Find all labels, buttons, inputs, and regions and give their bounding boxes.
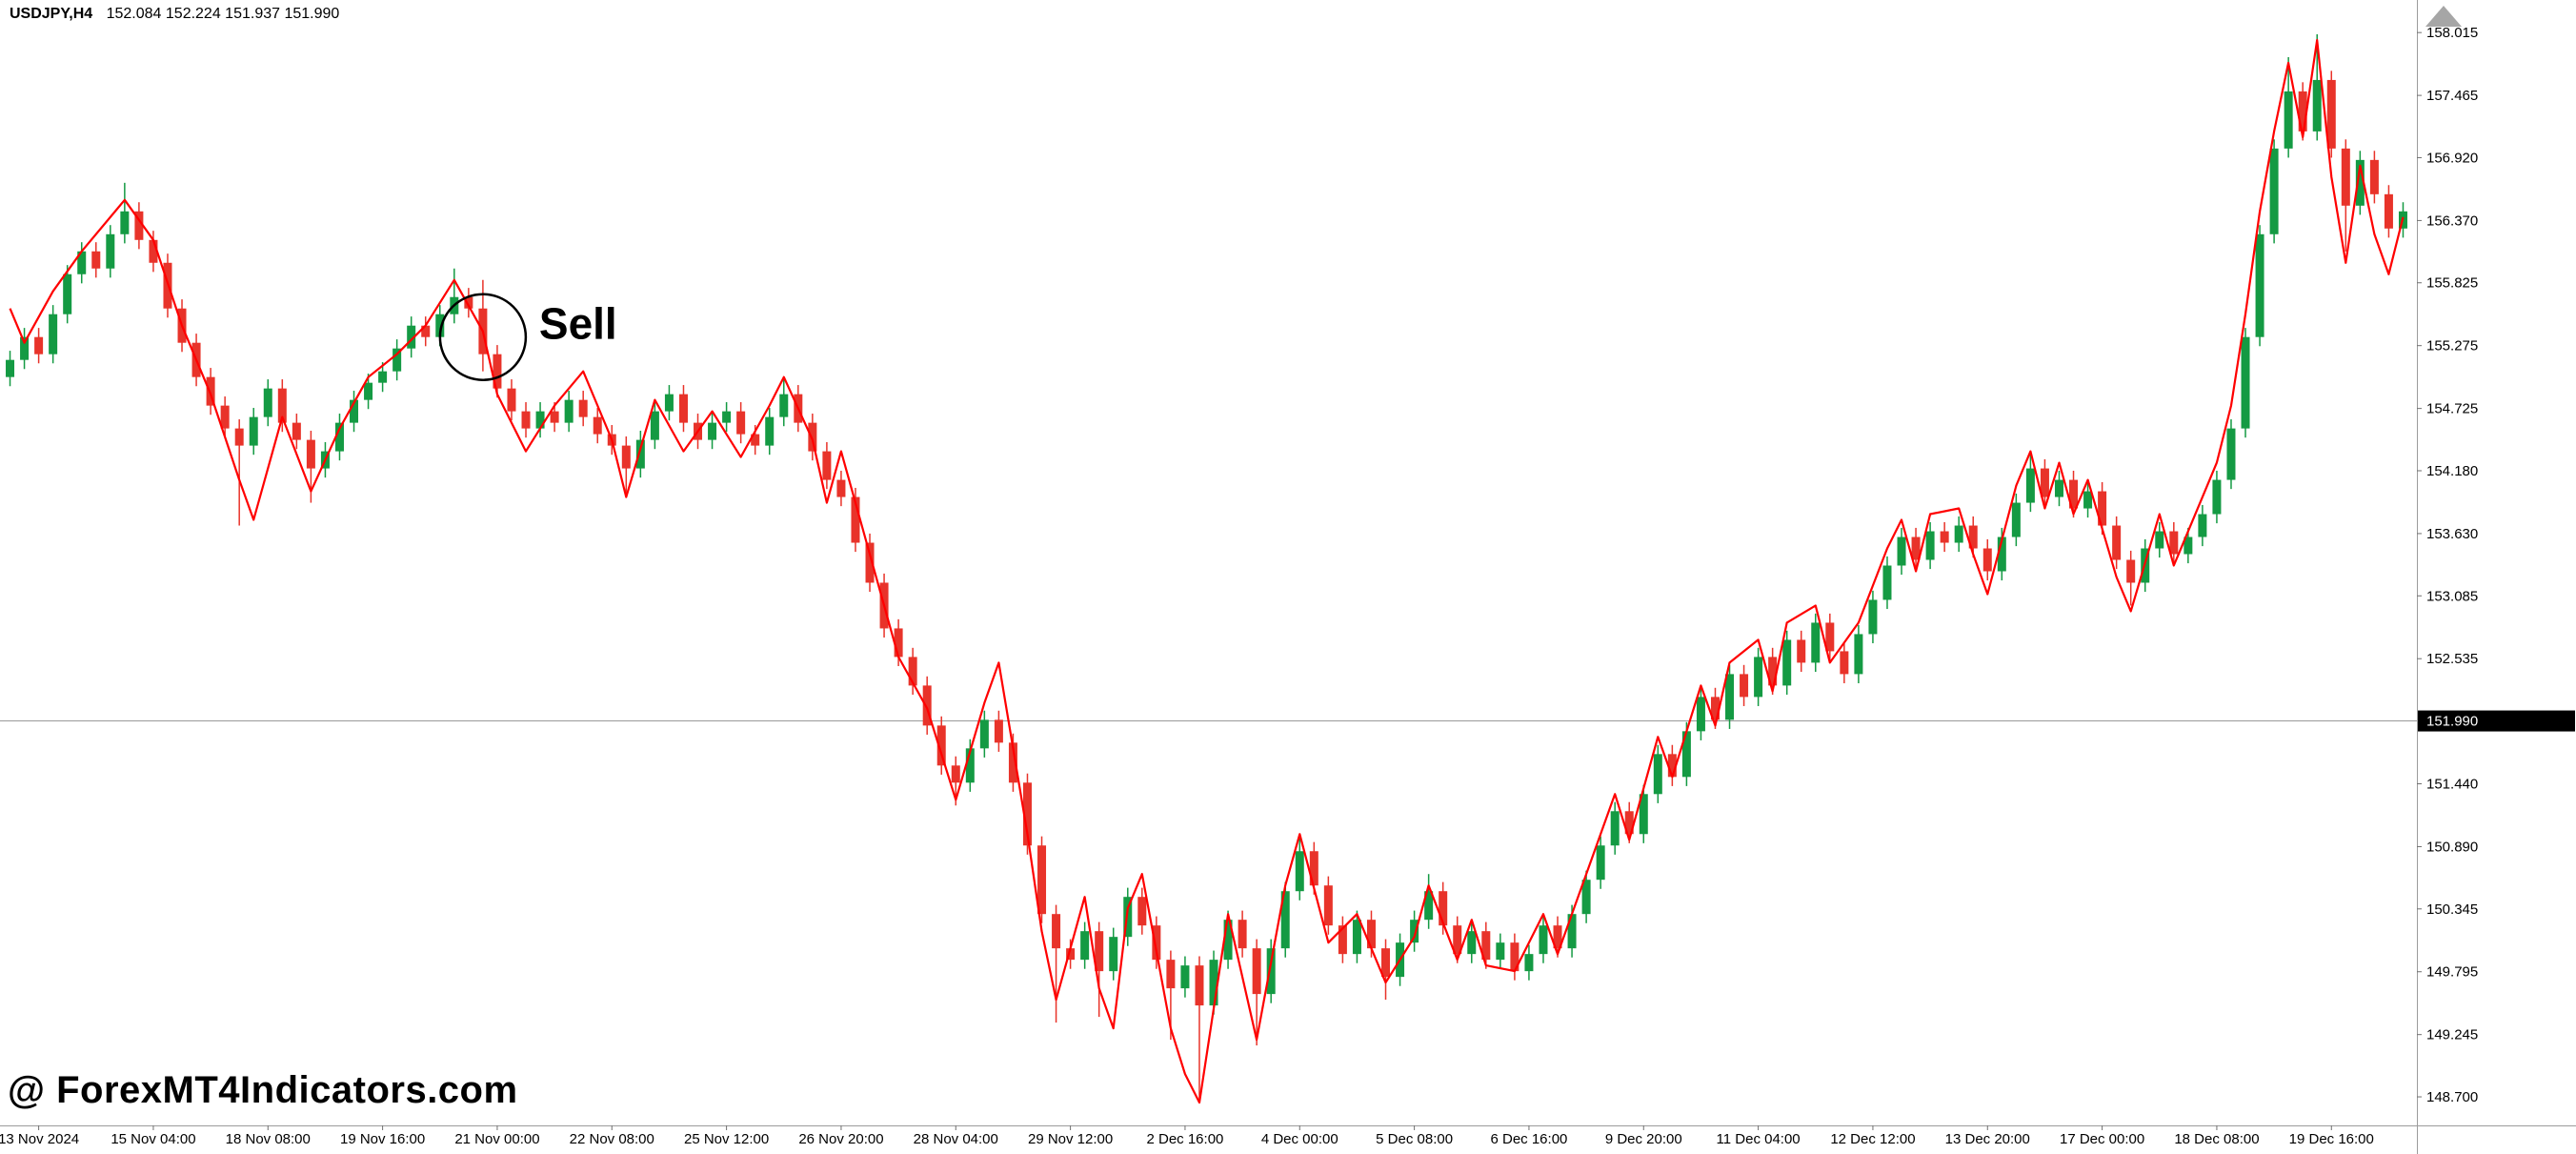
chart-plot-area[interactable] [0, 0, 2417, 1125]
price-axis-label: 154.180 [2426, 463, 2478, 479]
price-axis-label: 156.370 [2426, 213, 2478, 229]
time-axis-label: 19 Dec 16:00 [2289, 1131, 2374, 1147]
time-axis-label: 12 Dec 12:00 [1830, 1131, 1915, 1147]
time-axis-label: 25 Nov 12:00 [684, 1131, 769, 1147]
price-axis-label: 152.535 [2426, 651, 2478, 667]
price-axis-label: 156.920 [2426, 150, 2478, 166]
time-axis[interactable]: 13 Nov 2024 15 Nov 04:00 18 Nov 08:00 19 No… [0, 1125, 2374, 1147]
time-axis-label: 22 Nov 08:00 [570, 1131, 654, 1147]
price-axis-label: 154.725 [2426, 401, 2478, 417]
price-axis-label: 157.465 [2426, 88, 2478, 104]
price-axis-label: 150.345 [2426, 901, 2478, 918]
price-axis-label: 153.085 [2426, 588, 2478, 604]
ohlc-values: 152.084 152.224 151.937 151.990 [106, 6, 340, 22]
time-axis-label: 2 Dec 16:00 [1146, 1131, 1223, 1147]
price-axis-label: 155.275 [2426, 338, 2478, 354]
time-axis-label: 17 Dec 00:00 [2060, 1131, 2144, 1147]
price-axis-label: 153.630 [2426, 526, 2478, 542]
time-axis-label: 4 Dec 00:00 [1261, 1131, 1338, 1147]
current-price-tag-label: 151.990 [2426, 714, 2478, 730]
indicator-line [9, 38, 2405, 1104]
current-price-tag [2418, 710, 2575, 732]
symbol-timeframe-label: USDJPY,H4 [10, 6, 93, 22]
time-axis-label: 21 Nov 00:00 [454, 1131, 539, 1147]
time-axis-label: 6 Dec 16:00 [1490, 1131, 1567, 1147]
price-axis-label: 158.015 [2426, 25, 2478, 41]
price-axis-label: 150.890 [2426, 839, 2478, 855]
time-axis-label: 11 Dec 04:00 [1717, 1131, 1801, 1147]
time-axis-label: 13 Dec 20:00 [1945, 1131, 2030, 1147]
time-axis-label: 26 Nov 20:00 [798, 1131, 883, 1147]
time-axis-label: 13 Nov 2024 [0, 1131, 79, 1147]
autoscroll-triangle-icon[interactable] [2425, 6, 2462, 27]
quote-header: USDJPY,H4 152.084 152.224 151.937 151.99… [10, 6, 339, 23]
time-axis-label: 9 Dec 20:00 [1605, 1131, 1682, 1147]
sell-label: Sell [539, 299, 617, 349]
price-axis-label: 151.440 [2426, 777, 2478, 793]
time-axis-label: 29 Nov 12:00 [1028, 1131, 1113, 1147]
sell-circle-annotation[interactable] [438, 293, 528, 381]
time-axis-label: 18 Nov 08:00 [226, 1131, 311, 1147]
price-axis[interactable]: 158.015 157.465 156.920 156.370 155.825 155.2… [2417, 25, 2575, 1105]
watermark-text: @ ForexMT4Indicators.com [8, 1069, 518, 1111]
time-axis-label: 5 Dec 08:00 [1376, 1131, 1453, 1147]
price-axis-label: 149.245 [2426, 1027, 2478, 1043]
time-axis-label: 28 Nov 04:00 [914, 1131, 998, 1147]
time-axis-label: 19 Nov 16:00 [340, 1131, 425, 1147]
price-axis-label: 148.700 [2426, 1089, 2478, 1105]
price-axis-label: 155.825 [2426, 275, 2478, 292]
price-axis-label: 149.795 [2426, 964, 2478, 981]
time-axis-label: 15 Nov 04:00 [111, 1131, 195, 1147]
time-axis-label: 18 Dec 08:00 [2174, 1131, 2259, 1147]
